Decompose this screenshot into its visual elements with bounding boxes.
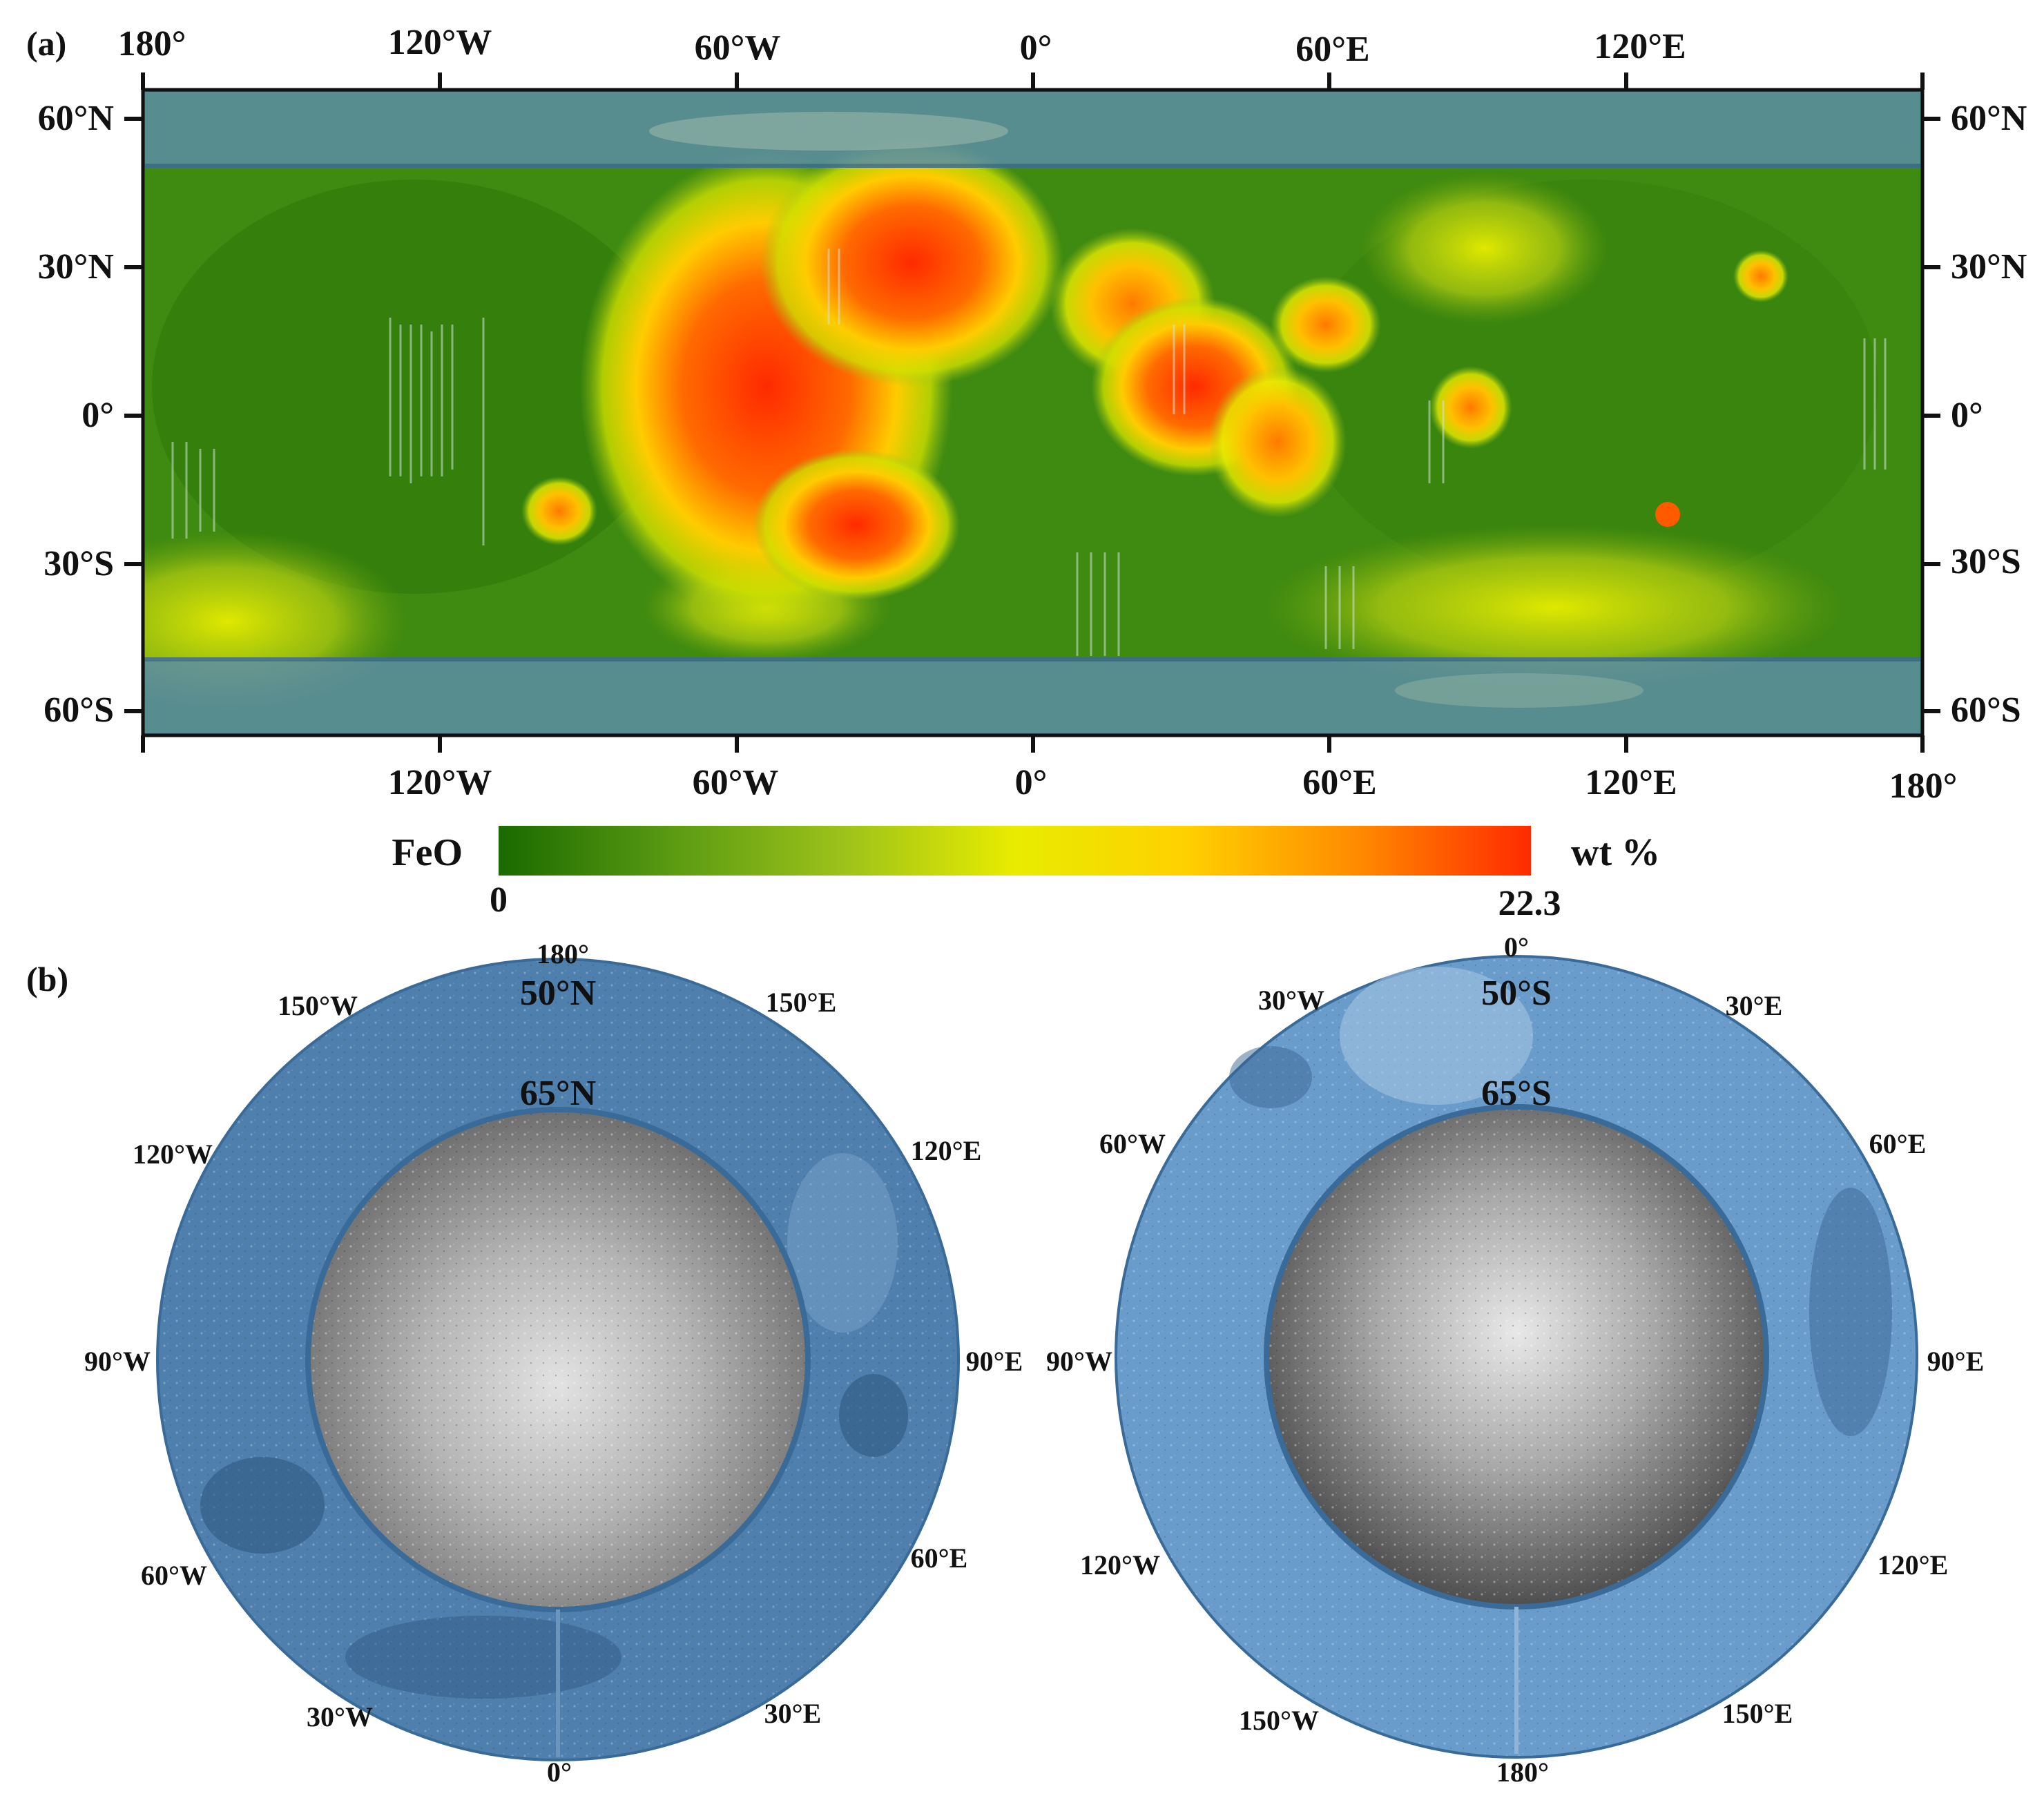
mare-smythii (1429, 366, 1512, 449)
south-ring-dark-patch (1809, 1188, 1892, 1436)
top-lon-label: 120°W (388, 23, 492, 62)
left-latitude-labels: 60°N 30°N 0° 30°S 60°S (38, 99, 114, 730)
top-lon-label: 180° (118, 24, 186, 64)
north-lon-label: 30°W (307, 1701, 373, 1732)
north-lon-label: 120°E (911, 1135, 982, 1166)
north-polar-map: 50°N 65°N 180° 150°E 120°E 90°E 60°E 30°… (84, 938, 1023, 1788)
south-lon-label: 30°W (1258, 985, 1324, 1016)
left-lat-label: 30°N (38, 247, 114, 287)
south-ring-light-rays (1340, 967, 1533, 1105)
north-lon-label: 150°E (766, 987, 837, 1018)
north-outer-ring-label: 50°N (520, 974, 596, 1013)
panel-a-label: (a) (26, 24, 66, 63)
north-lon-label: 60°W (141, 1560, 207, 1591)
bottom-lon-label: 60°E (1302, 763, 1376, 802)
south-outer-ring-label: 50°S (1481, 974, 1552, 1013)
south-lon-label: 150°E (1722, 1698, 1793, 1729)
north-lon-label: 150°W (278, 990, 358, 1021)
north-lon-label: 180° (537, 938, 589, 969)
bottom-lon-label: 60°W (693, 763, 779, 802)
top-lon-label: 120°E (1594, 27, 1686, 66)
south-lon-label: 120°E (1878, 1549, 1949, 1580)
north-band-highlight (649, 112, 1008, 151)
north-lon-label: 120°W (133, 1139, 213, 1170)
colorbar-max-label: 22.3 (1498, 884, 1561, 923)
south-band-highlight (1395, 673, 1643, 708)
panel-b-label: (b) (26, 960, 68, 998)
north-ring-dark-patch (345, 1616, 621, 1699)
north-lon-label: 90°W (84, 1346, 151, 1377)
north-lon-label: 0° (547, 1757, 572, 1788)
feo-map (143, 90, 1922, 735)
south-lon-label: 120°W (1080, 1549, 1160, 1580)
top-longitude-labels: 180° 120°W 60°W 0° 60°E 120°E (118, 23, 1686, 69)
north-inner-ring-label: 65°N (520, 1074, 596, 1113)
south-polar-map: 50°S 65°S 0° 30°E 60°E 90°E 120°E 150°E … (1046, 931, 1984, 1788)
north-masked-band (143, 90, 1922, 168)
south-lon-label: 60°E (1869, 1128, 1927, 1159)
right-lat-label: 60°N (1951, 99, 2027, 138)
panel-b: (b) 50°N 65°N 180° 150°E 120°E 90°E 60°E… (26, 931, 1984, 1788)
bottom-lon-label: 0° (1015, 763, 1048, 802)
south-longitude-labels: 0° 30°E 60°E 90°E 120°E 150°E 180° 150°W… (1046, 931, 1984, 1788)
left-lat-label: 0° (81, 396, 114, 435)
mare-humorum-nubium (753, 449, 960, 601)
right-latitude-labels: 60°N 30°N 0° 30°S 60°S (1951, 99, 2027, 730)
south-lon-label: 180° (1496, 1757, 1549, 1788)
left-lat-label: 60°S (44, 690, 114, 730)
bottom-longitude-labels: 120°W 60°W 0° 60°E 120°E 180° (388, 763, 1958, 806)
bottom-lon-label: 120°E (1585, 763, 1677, 802)
colorbar-variable: FeO (392, 831, 463, 874)
south-inner-texture (1269, 1110, 1764, 1604)
right-lat-label: 30°N (1951, 247, 2027, 287)
south-lon-label: 90°W (1046, 1346, 1112, 1377)
left-ticks (124, 117, 143, 713)
south-inner-ring-label: 65°S (1481, 1074, 1552, 1113)
bottom-lon-label: 180° (1889, 766, 1958, 806)
mare-imbrium (760, 138, 1063, 387)
mare-fecunditatis (1208, 366, 1347, 518)
right-lat-label: 60°S (1951, 690, 2021, 730)
bottom-lon-label: 120°W (388, 763, 492, 802)
south-lon-label: 60°W (1099, 1128, 1166, 1159)
south-lon-label: 30°E (1726, 990, 1783, 1021)
south-lon-label: 0° (1504, 931, 1529, 963)
right-lat-label: 0° (1951, 396, 1983, 435)
bottom-ticks (141, 735, 1925, 753)
left-lat-label: 30°S (44, 544, 114, 583)
north-inner-texture (311, 1112, 805, 1607)
north-east-terrain (1360, 173, 1609, 325)
top-lon-label: 60°W (695, 28, 781, 68)
top-lon-label: 60°E (1295, 30, 1369, 69)
mare-moscoviense (1733, 250, 1789, 302)
colorbar-unit: wt % (1571, 831, 1660, 874)
panel-a: (a) (26, 23, 2027, 806)
south-east-terrain (1264, 525, 1844, 690)
north-ring-dark-patch (200, 1457, 325, 1554)
mare-crisium (1271, 276, 1381, 373)
colorbar-ramp (499, 826, 1531, 876)
south-masked-band (143, 657, 1922, 735)
right-lat-label: 30°S (1951, 542, 2021, 581)
south-lon-label: 150°W (1239, 1705, 1319, 1736)
north-ring-light-patch (787, 1153, 898, 1333)
top-ticks (141, 72, 1925, 90)
colorbar-min-label: 0 (490, 880, 508, 920)
south-ring-dark-patch (1229, 1046, 1312, 1108)
top-lon-label: 0° (1020, 28, 1052, 68)
mare-orientale (521, 476, 597, 545)
south-lon-label: 90°E (1927, 1346, 1985, 1377)
data-gap-stripes (171, 249, 1887, 656)
north-ring-dark-patch (839, 1374, 908, 1457)
right-ticks (1922, 117, 1940, 713)
colorbar: FeO wt % 0 22.3 (392, 826, 1660, 923)
north-longitude-labels: 180° 150°E 120°E 90°E 60°E 30°E 0° 30°W … (84, 938, 1023, 1788)
north-lon-label: 90°E (966, 1346, 1023, 1377)
left-lat-label: 60°N (38, 99, 114, 138)
north-lon-label: 30°E (764, 1698, 822, 1729)
north-lon-label: 60°E (911, 1543, 968, 1574)
crater-tsiolkovsky (1655, 502, 1680, 527)
